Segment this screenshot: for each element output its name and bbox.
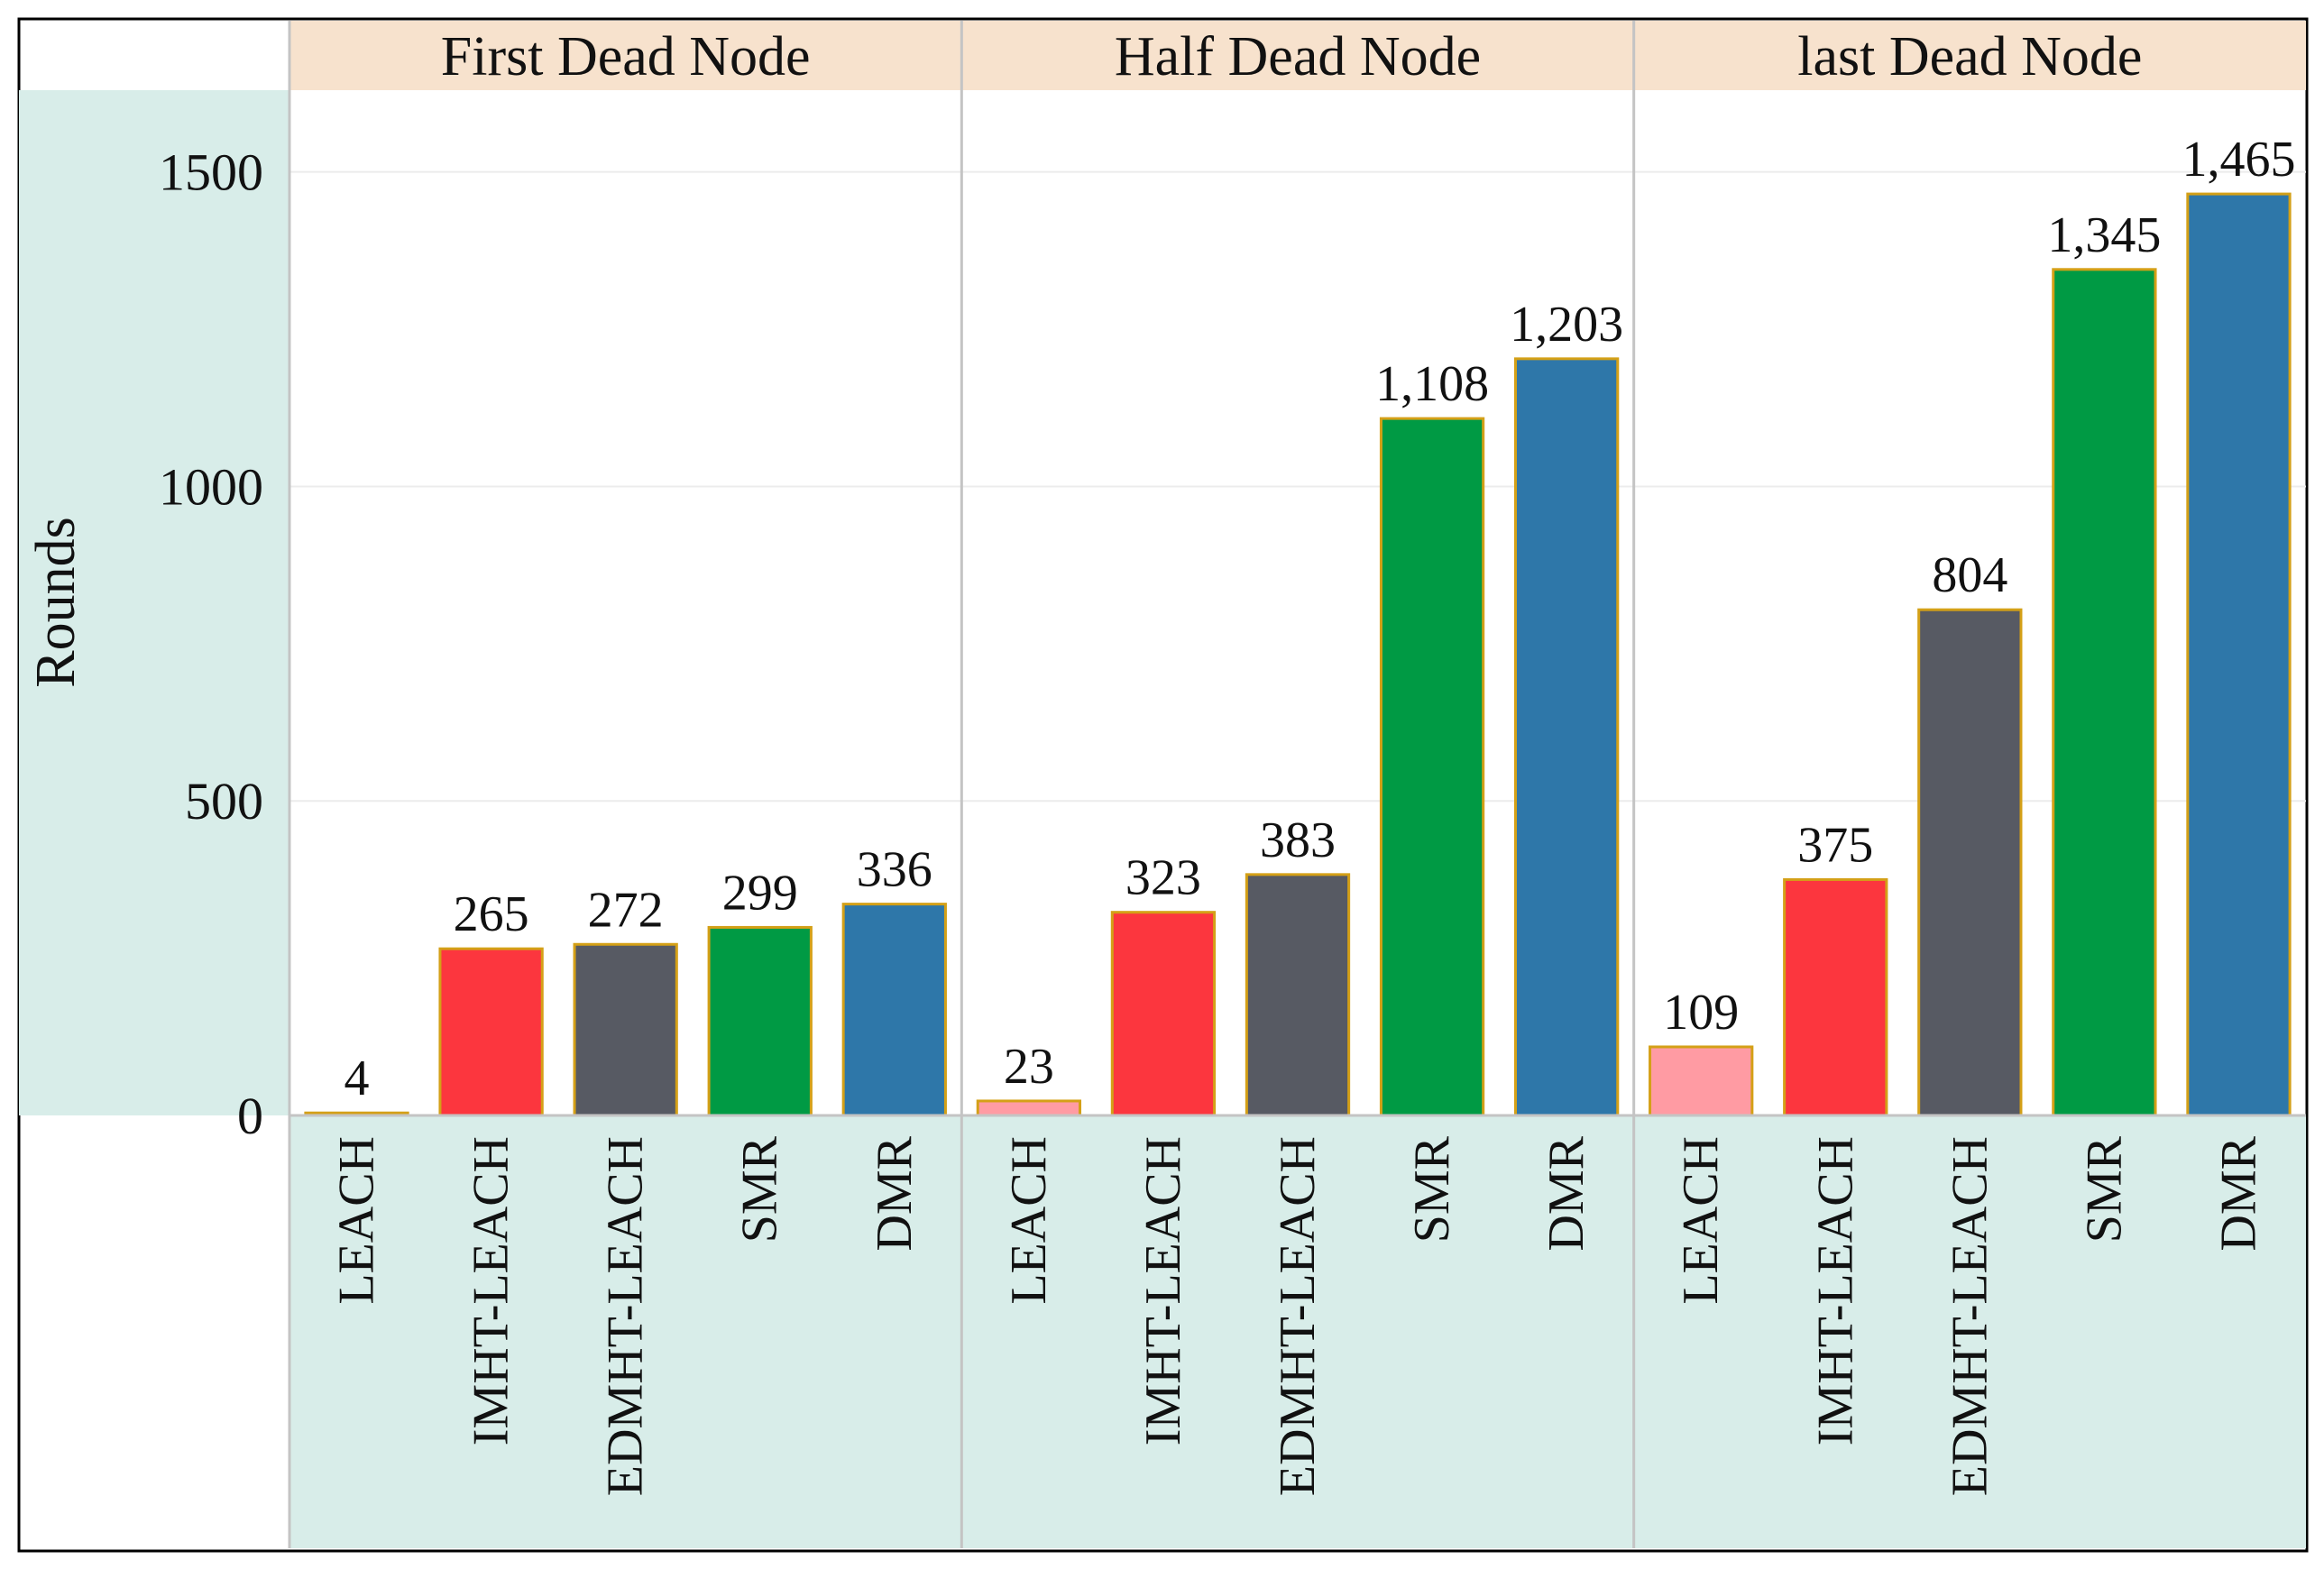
panel-title: First Dead Node xyxy=(441,26,811,87)
y-tick-label: 1500 xyxy=(159,143,263,202)
data-label: 109 xyxy=(1663,985,1739,1041)
y-axis: 0 500 1000 1500 xyxy=(159,143,263,1145)
x-tick-label: SMR xyxy=(2076,1135,2132,1243)
y-tick-label: 500 xyxy=(185,772,263,830)
x-tick-label: SMR xyxy=(732,1135,788,1243)
y-tick-label: 0 xyxy=(237,1087,263,1145)
x-tick-label: SMR xyxy=(1404,1135,1460,1243)
y-axis-background xyxy=(19,90,289,1115)
bar xyxy=(1379,417,1485,1117)
x-tick-label: LEACH xyxy=(1673,1136,1729,1305)
bar xyxy=(1513,357,1620,1117)
x-tick-label: LEACH xyxy=(329,1136,385,1305)
x-tick-label: EDMHT-LEACH xyxy=(1942,1136,1998,1496)
data-label: 265 xyxy=(454,886,529,942)
data-label: 272 xyxy=(588,882,664,938)
x-tick-label: IMHT-LEACH xyxy=(1135,1136,1191,1445)
bar xyxy=(573,942,678,1117)
bar xyxy=(2186,192,2292,1117)
panel-title: Half Dead Node xyxy=(1115,26,1481,87)
panel-header-background xyxy=(289,21,2306,90)
data-label: 375 xyxy=(1797,817,1873,873)
bar xyxy=(1110,911,1217,1117)
bar xyxy=(976,1099,1082,1117)
data-label: 383 xyxy=(1260,812,1336,868)
bar xyxy=(1649,1045,1754,1117)
x-tick-label: DMR xyxy=(1539,1135,1594,1251)
x-tick-label: LEACH xyxy=(1001,1136,1057,1305)
y-tick-label: 1000 xyxy=(159,457,263,516)
data-label: 23 xyxy=(1004,1039,1054,1095)
panel: Half Dead Node 23 LEACH 323 IMHT-LEACH 383 EDM… xyxy=(960,21,1623,1548)
data-label: 804 xyxy=(1932,547,2007,603)
bar xyxy=(2052,268,2157,1117)
data-label: 336 xyxy=(857,842,932,898)
bar xyxy=(438,947,544,1117)
x-tick-label: EDMHT-LEACH xyxy=(598,1136,654,1496)
data-label: 1,203 xyxy=(1510,297,1623,353)
panel: last Dead Node 109 LEACH 375 IMHT-LEACH 804 ED… xyxy=(1632,21,2295,1548)
bar xyxy=(707,925,813,1117)
data-label: 4 xyxy=(344,1051,370,1106)
bar xyxy=(1783,877,1888,1117)
x-tick-label: EDMHT-LEACH xyxy=(1270,1136,1326,1496)
x-tick-label: IMHT-LEACH xyxy=(1807,1136,1863,1445)
bar xyxy=(1245,873,1351,1117)
data-label: 1,345 xyxy=(2047,207,2161,263)
data-label: 1,465 xyxy=(2182,132,2295,188)
x-tick-label: DMR xyxy=(2210,1135,2266,1251)
data-label: 1,108 xyxy=(1375,356,1489,412)
y-axis-title: Rounds xyxy=(25,517,87,687)
x-axis-background xyxy=(289,1115,2306,1548)
panels: First Dead Node 4 LEACH 265 IMHT-LEACH 272 EDM… xyxy=(288,21,2306,1548)
x-tick-label: IMHT-LEACH xyxy=(464,1136,519,1445)
x-tick-label: DMR xyxy=(867,1135,923,1251)
bar xyxy=(1917,608,2023,1117)
data-label: 323 xyxy=(1125,850,1201,906)
panel: First Dead Node 4 LEACH 265 IMHT-LEACH 272 EDM… xyxy=(304,26,947,1496)
data-label: 299 xyxy=(722,865,798,921)
panel-title: last Dead Node xyxy=(1797,26,2142,87)
bar xyxy=(841,903,947,1117)
